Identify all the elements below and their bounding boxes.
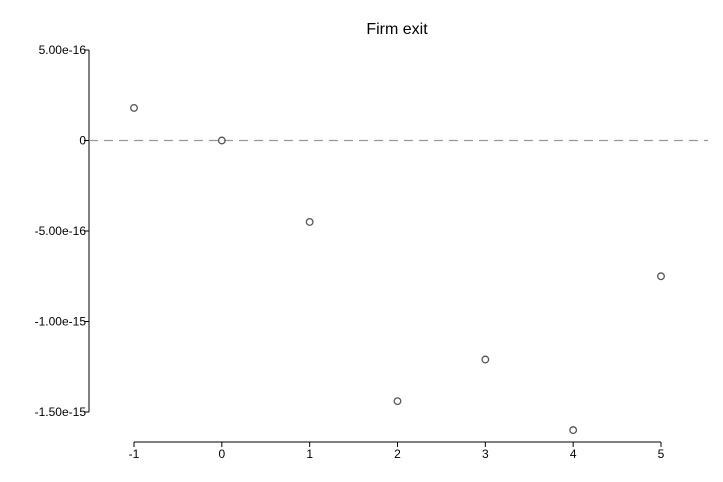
y-axis-ticks: 5.00e-16 0 -5.00e-16 -1.00e-15 -1.50e-15 bbox=[35, 43, 89, 419]
chart-title: Firm exit bbox=[366, 21, 428, 38]
y-tick-label: -1.00e-15 bbox=[35, 315, 87, 329]
data-point bbox=[569, 426, 578, 435]
y-tick-label: 0 bbox=[79, 134, 86, 148]
data-point bbox=[393, 397, 402, 406]
data-point bbox=[481, 355, 490, 364]
x-axis-ticks: -1 0 1 2 3 4 5 bbox=[129, 442, 665, 461]
x-tick-label: 2 bbox=[394, 447, 401, 461]
data-point bbox=[130, 103, 138, 112]
data-point bbox=[217, 136, 226, 145]
data-point bbox=[657, 272, 665, 281]
x-tick-label: 0 bbox=[218, 447, 225, 461]
x-tick-label: 3 bbox=[482, 447, 489, 461]
x-tick-label: 4 bbox=[570, 447, 577, 461]
x-tick-label: -1 bbox=[129, 447, 140, 461]
x-tick-label: 5 bbox=[658, 447, 665, 461]
y-tick-label: -5.00e-16 bbox=[35, 224, 87, 238]
y-tick-label: -1.50e-15 bbox=[35, 405, 87, 419]
data-points bbox=[130, 103, 665, 435]
y-tick-label: 5.00e-16 bbox=[39, 43, 87, 57]
x-tick-label: 1 bbox=[306, 447, 313, 461]
data-point bbox=[305, 217, 314, 226]
